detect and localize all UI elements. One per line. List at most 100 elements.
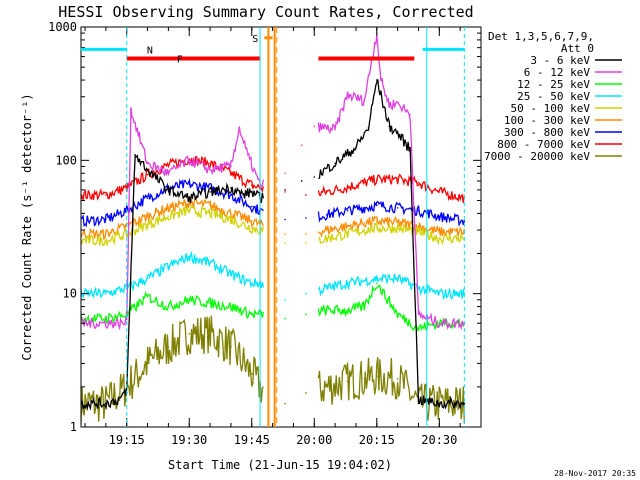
data-point (230, 273, 232, 275)
data-point (346, 186, 349, 188)
data-point (375, 227, 378, 229)
data-point (230, 165, 232, 168)
data-point (325, 237, 328, 240)
y-tick-label: 100 (55, 153, 77, 167)
data-point (325, 309, 328, 312)
data-point (313, 176, 316, 178)
data-point (409, 148, 411, 151)
data-point (209, 191, 211, 193)
flags: N F S (80, 27, 465, 427)
data-point (250, 313, 253, 316)
data-point (313, 125, 316, 128)
data-point (167, 164, 170, 166)
data-point (250, 184, 253, 187)
flag-label: S (252, 34, 258, 45)
data-point (117, 398, 120, 401)
data-point (167, 305, 170, 308)
data-point (396, 102, 399, 104)
data-point (188, 333, 191, 335)
data-point (325, 287, 328, 289)
data-point (375, 220, 378, 222)
data-point (146, 173, 149, 176)
plot-area (81, 32, 466, 424)
flag-label: N (147, 45, 153, 56)
data-point (388, 104, 391, 106)
data-point (363, 222, 366, 224)
data-point (396, 227, 399, 229)
y-tick-label: 10 (63, 287, 77, 301)
series-3-6-kev (81, 79, 466, 411)
data-point (209, 212, 211, 215)
data-point (375, 277, 378, 280)
data-point (209, 204, 211, 207)
data-point (105, 194, 107, 196)
data-point (346, 233, 349, 235)
data-point (363, 99, 366, 102)
data-point (363, 181, 366, 184)
data-point (209, 302, 211, 304)
x-axis: 19:15 19:30 19:45 20:00 20:15 20:30 (84, 27, 482, 447)
y-axis: 1 10 100 1000 (48, 20, 481, 434)
data-point (438, 215, 441, 218)
data-point (417, 231, 420, 233)
legend-label: 800 - 7000 keV (497, 138, 590, 151)
data-point (146, 223, 149, 226)
data-point (238, 127, 241, 129)
x-tick-label: 19:30 (171, 433, 207, 447)
data-point (346, 209, 349, 212)
data-point (363, 377, 366, 380)
series-line (81, 315, 264, 424)
series-line (81, 107, 265, 331)
data-point (334, 162, 336, 165)
legend-label: 100 - 300 keV (504, 114, 590, 127)
data-point (375, 282, 378, 284)
data-point (167, 207, 170, 209)
data-point (396, 207, 399, 209)
data-point (417, 313, 420, 316)
data-point (284, 218, 286, 221)
x-tick-label: 20:00 (296, 433, 332, 447)
data-point (363, 279, 366, 282)
data-point (417, 225, 420, 228)
x-axis-label: Start Time (21-Jun-15 19:04:02) (168, 458, 392, 472)
series-line (81, 155, 265, 201)
data-point (284, 233, 286, 235)
data-point (130, 108, 132, 111)
data-point (438, 237, 441, 240)
series-line (81, 197, 264, 241)
data-point (396, 222, 399, 224)
data-point (346, 94, 349, 96)
data-point (363, 207, 366, 209)
data-point (146, 197, 149, 199)
data-point (230, 305, 232, 308)
legend-header: Att 0 (561, 42, 594, 55)
data-point (188, 202, 191, 204)
data-point (375, 375, 378, 378)
data-point (138, 136, 141, 138)
data-point (209, 262, 211, 264)
data-point (284, 191, 286, 193)
data-point (325, 214, 328, 216)
data-point (230, 218, 232, 221)
data-point (209, 162, 211, 165)
data-point (167, 189, 170, 191)
data-point (167, 215, 170, 218)
series-line (81, 154, 265, 411)
data-point (105, 292, 107, 295)
series-800-7000-kev (81, 155, 466, 204)
series-line (81, 205, 265, 247)
data-point (167, 172, 170, 175)
data-point (250, 373, 253, 375)
data-point (146, 277, 149, 280)
legend-label: 3 - 6 keV (530, 54, 590, 67)
data-point (417, 398, 420, 401)
data-point (325, 191, 328, 193)
data-point (284, 189, 286, 191)
legend-label: 25 - 50 keV (517, 90, 590, 103)
data-point (305, 313, 307, 316)
data-point (284, 298, 286, 301)
data-point (250, 205, 253, 208)
data-point (188, 197, 191, 199)
data-point (146, 215, 149, 218)
